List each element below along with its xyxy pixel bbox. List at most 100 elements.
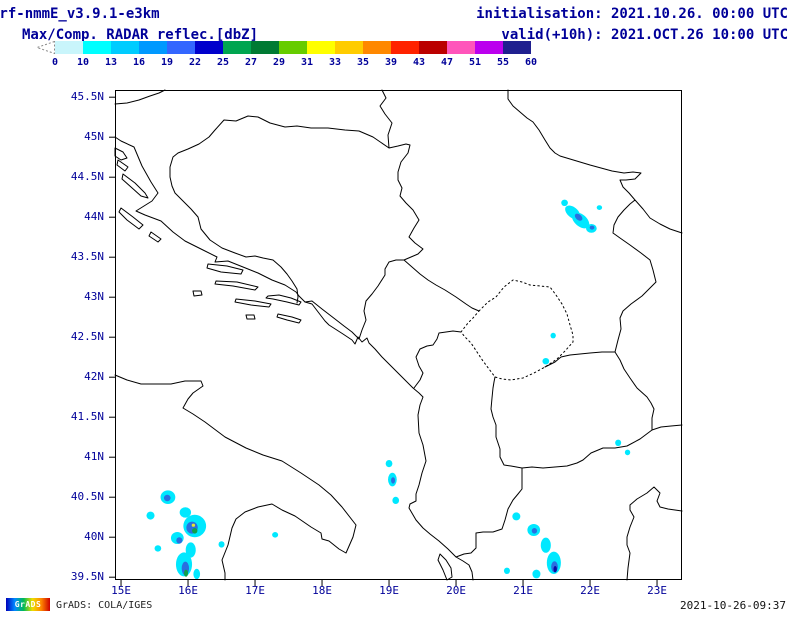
radar-echo-layer xyxy=(146,199,631,580)
radar-echo xyxy=(532,569,541,579)
lat-tick-label: 42.5N xyxy=(70,330,104,344)
lat-tick-label: 40.5N xyxy=(70,490,104,504)
colorbar-segment xyxy=(167,41,195,54)
lat-tick-label: 40N xyxy=(84,530,104,544)
lat-tick-label: 45N xyxy=(84,130,104,144)
coastline-and-borders-layer xyxy=(114,89,683,581)
lon-tick-label: 22E xyxy=(580,584,600,597)
colorbar-segment xyxy=(223,41,251,54)
colorbar-segment xyxy=(83,41,111,54)
radar-echo xyxy=(589,225,595,230)
lon-tick-label: 18E xyxy=(312,584,332,597)
radar-echo xyxy=(185,542,196,558)
grads-logo: GrADS xyxy=(6,598,50,611)
colorbar-tick-label: 13 xyxy=(104,57,118,68)
colorbar-segment xyxy=(503,41,531,54)
lon-tick-label: 23E xyxy=(647,584,667,597)
radar-echo xyxy=(553,566,557,573)
radar-echo xyxy=(503,567,510,574)
model-title: wrf-nmmE_v3.9.1-e3km xyxy=(0,6,160,22)
lat-tick-label: 43.5N xyxy=(70,250,104,264)
lon-tick-marks xyxy=(120,580,658,586)
lat-tick-label: 41N xyxy=(84,450,104,464)
grads-logo-text: GrADS xyxy=(14,600,42,609)
radar-echo xyxy=(542,358,550,365)
colorbar-tick-label: 43 xyxy=(412,57,426,68)
valid-time-text: valid(+10h): 2021.OCT.26 10:00 UTC xyxy=(501,27,788,43)
initialisation-text: initialisation: 2021.10.26. 00:00 UTC xyxy=(476,6,788,22)
lat-tick-marks xyxy=(109,96,115,578)
colorbar-segment xyxy=(335,41,363,54)
lon-tick-label: 19E xyxy=(379,584,399,597)
colorbar-segment xyxy=(55,41,83,54)
radar-echo xyxy=(615,439,622,446)
aegean-coastline xyxy=(626,486,683,581)
lat-tick-label: 39.5N xyxy=(70,570,104,584)
colorbar-tick-label: 0 xyxy=(51,57,59,68)
lat-tick-label: 43N xyxy=(84,290,104,304)
radar-echo xyxy=(184,569,189,577)
radar-echo xyxy=(192,528,198,534)
radar-echo xyxy=(176,537,183,544)
radar-echo xyxy=(272,532,279,538)
colorbar-tick-label: 51 xyxy=(468,57,482,68)
lat-tick-label: 45.5N xyxy=(70,90,104,104)
radar-echo xyxy=(624,449,631,456)
colorbar-tick-label: 55 xyxy=(496,57,510,68)
lat-tick-label: 42N xyxy=(84,370,104,384)
colorbar-tick-label: 47 xyxy=(440,57,454,68)
lat-tick-label: 41.5N xyxy=(70,410,104,424)
radar-echo xyxy=(385,460,393,468)
kosovo-boundary-dotted xyxy=(460,279,574,381)
italy-coastline xyxy=(114,374,357,581)
radar-echo xyxy=(392,496,400,504)
lon-tick-label: 21E xyxy=(513,584,533,597)
colorbar-segment xyxy=(391,41,419,54)
balkan-country-borders xyxy=(114,89,683,558)
colorbar-segment xyxy=(279,41,307,54)
radar-echo xyxy=(191,523,196,527)
map-plot xyxy=(109,89,683,586)
colorbar-tick-label: 33 xyxy=(328,57,342,68)
radar-echo xyxy=(163,494,171,502)
render-timestamp: 2021-10-26-09:37 xyxy=(680,599,786,612)
colorbar-segment xyxy=(111,41,139,54)
colorbar-segment xyxy=(447,41,475,54)
colorbar-tick-label: 10 xyxy=(76,57,90,68)
radar-echo xyxy=(154,545,162,552)
adriatic-coastline xyxy=(114,136,474,581)
radar-echo xyxy=(193,568,201,580)
colorbar-tick-label: 35 xyxy=(356,57,370,68)
lon-tick-label: 16E xyxy=(178,584,198,597)
colorbar-tick-label: 16 xyxy=(132,57,146,68)
colorbar-tick-label: 39 xyxy=(384,57,398,68)
radar-echo xyxy=(512,512,521,521)
colorbar-segment xyxy=(419,41,447,54)
radar-echo xyxy=(561,199,568,206)
colorbar-segment xyxy=(139,41,167,54)
colorbar-segments xyxy=(55,41,531,54)
radar-echo xyxy=(574,213,583,221)
product-title: Max/Comp. RADAR reflec.[dbZ] xyxy=(22,27,259,43)
colorbar-underflow-arrow-icon xyxy=(36,41,55,54)
colorbar-tick-label: 27 xyxy=(244,57,258,68)
lon-tick-label: 20E xyxy=(446,584,466,597)
croatian-islands xyxy=(114,147,453,581)
lon-tick-label: 15E xyxy=(111,584,131,597)
colorbar-tick-label: 60 xyxy=(524,57,538,68)
colorbar-tick-label: 31 xyxy=(300,57,314,68)
lon-tick-label: 17E xyxy=(245,584,265,597)
radar-echo xyxy=(596,205,603,210)
colorbar-segment xyxy=(475,41,503,54)
colorbar-tick-label: 22 xyxy=(188,57,202,68)
radar-echo xyxy=(550,332,556,339)
colorbar-segment xyxy=(307,41,335,54)
colorbar-segment xyxy=(195,41,223,54)
radar-echo xyxy=(391,477,396,484)
map-frame xyxy=(115,90,682,580)
grads-credit: GrADS: COLA/IGES xyxy=(56,600,153,611)
radar-echo xyxy=(146,511,155,520)
lat-tick-label: 44N xyxy=(84,210,104,224)
colorbar-tick-label: 25 xyxy=(216,57,230,68)
radar-echo xyxy=(531,528,538,534)
